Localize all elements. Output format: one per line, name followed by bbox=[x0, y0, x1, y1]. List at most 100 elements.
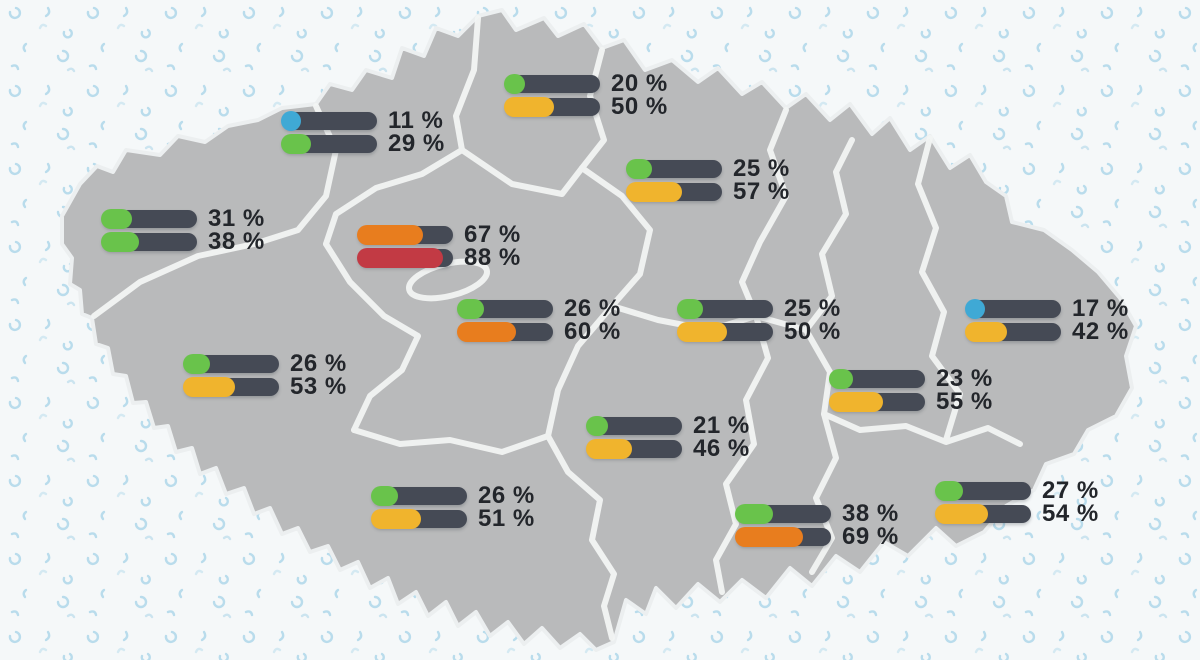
region-stat-group: 25 % 50 % bbox=[677, 295, 841, 346]
progress-fill bbox=[281, 134, 311, 154]
progress-bar bbox=[626, 159, 722, 179]
percent-label: 50 % bbox=[784, 318, 841, 345]
progress-fill bbox=[357, 225, 423, 245]
progress-bar bbox=[935, 481, 1031, 501]
progress-fill bbox=[457, 299, 484, 319]
percent-label: 26 % bbox=[290, 350, 347, 377]
percent-label: 51 % bbox=[478, 505, 535, 532]
progress-bar bbox=[677, 322, 773, 342]
percent-label: 25 % bbox=[733, 155, 790, 182]
progress-fill bbox=[965, 299, 985, 319]
stat-bar-row: 11 % bbox=[281, 109, 445, 133]
progress-bar bbox=[626, 182, 722, 202]
percent-label: 17 % bbox=[1072, 295, 1129, 322]
progress-fill bbox=[504, 74, 525, 94]
progress-fill bbox=[183, 377, 235, 397]
progress-fill bbox=[281, 111, 301, 131]
progress-fill bbox=[735, 504, 773, 524]
region-stat-group: 27 % 54 % bbox=[935, 477, 1099, 528]
progress-fill bbox=[586, 439, 632, 459]
stat-bar-row: 21 % bbox=[586, 414, 750, 438]
progress-bar bbox=[677, 299, 773, 319]
stat-bar-row: 69 % bbox=[735, 523, 899, 550]
percent-label: 88 % bbox=[464, 244, 521, 271]
progress-bar bbox=[829, 369, 925, 389]
percent-label: 20 % bbox=[611, 70, 668, 97]
progress-bar bbox=[457, 299, 553, 319]
region-stat-group: 26 % 53 % bbox=[183, 350, 347, 401]
progress-fill bbox=[677, 322, 727, 342]
stat-bar-row: 25 % bbox=[626, 155, 790, 182]
stat-bar-row: 25 % bbox=[677, 295, 841, 322]
progress-bar bbox=[183, 377, 279, 397]
region-stat-group: 31 % 38 % bbox=[101, 205, 265, 256]
progress-bar bbox=[504, 74, 600, 94]
region-stat-group: 17 % 42 % bbox=[965, 295, 1129, 346]
progress-bar bbox=[281, 134, 377, 154]
progress-fill bbox=[504, 97, 554, 117]
region-stat-group: 38 % 69 % bbox=[735, 502, 899, 551]
progress-fill bbox=[735, 527, 803, 547]
progress-bar bbox=[183, 354, 279, 374]
region-stat-group: 26 % 51 % bbox=[371, 482, 535, 533]
percent-label: 26 % bbox=[564, 295, 621, 322]
percent-label: 42 % bbox=[1072, 318, 1129, 345]
progress-bar bbox=[735, 527, 831, 547]
progress-fill bbox=[829, 392, 883, 412]
percent-label: 69 % bbox=[842, 523, 899, 550]
progress-fill bbox=[101, 232, 139, 252]
percent-label: 26 % bbox=[478, 482, 535, 509]
progress-bar bbox=[101, 209, 197, 229]
stat-bar-row: 55 % bbox=[829, 390, 993, 414]
progress-bar bbox=[457, 322, 553, 342]
stat-bar-row: 26 % bbox=[371, 482, 535, 509]
percent-label: 25 % bbox=[784, 295, 841, 322]
progress-fill bbox=[101, 209, 132, 229]
percent-label: 27 % bbox=[1042, 477, 1099, 504]
stat-bar-row: 60 % bbox=[457, 318, 621, 345]
progress-bar bbox=[829, 392, 925, 412]
percent-label: 31 % bbox=[208, 205, 265, 232]
stat-bar-row: 50 % bbox=[504, 95, 668, 119]
progress-bar bbox=[965, 322, 1061, 342]
stat-bar-row: 53 % bbox=[183, 373, 347, 400]
progress-fill bbox=[371, 486, 398, 506]
progress-fill bbox=[829, 369, 853, 389]
stat-bar-row: 46 % bbox=[586, 437, 750, 461]
progress-bar bbox=[371, 509, 467, 529]
stat-bar-row: 50 % bbox=[677, 318, 841, 345]
progress-bar bbox=[357, 225, 453, 245]
progress-fill bbox=[965, 322, 1007, 342]
progress-bar bbox=[935, 504, 1031, 524]
stat-bar-row: 54 % bbox=[935, 502, 1099, 526]
progress-bar bbox=[735, 504, 831, 524]
region-stat-group: 67 % 88 % bbox=[357, 223, 521, 272]
progress-bar bbox=[281, 111, 377, 131]
stat-bar-row: 57 % bbox=[626, 178, 790, 205]
stat-bar-row: 29 % bbox=[281, 130, 445, 157]
percent-label: 53 % bbox=[290, 373, 347, 400]
stat-bar-row: 38 % bbox=[735, 502, 899, 526]
progress-fill bbox=[371, 509, 421, 529]
region-stat-group: 23 % 55 % bbox=[829, 367, 993, 416]
progress-bar bbox=[965, 299, 1061, 319]
region-stat-group: 11 % 29 % bbox=[281, 109, 445, 158]
progress-fill bbox=[626, 182, 682, 202]
percent-label: 60 % bbox=[564, 318, 621, 345]
region-stat-group: 25 % 57 % bbox=[626, 155, 790, 206]
progress-fill bbox=[183, 354, 210, 374]
progress-fill bbox=[935, 504, 988, 524]
progress-fill bbox=[586, 416, 608, 436]
percent-label: 57 % bbox=[733, 178, 790, 205]
progress-fill bbox=[626, 159, 652, 179]
percent-label: 29 % bbox=[388, 130, 445, 157]
stat-bar-row: 31 % bbox=[101, 205, 265, 232]
stat-bar-row: 17 % bbox=[965, 295, 1129, 322]
percent-label: 38 % bbox=[208, 228, 265, 255]
region-stat-group: 21 % 46 % bbox=[586, 414, 750, 463]
progress-fill bbox=[457, 322, 516, 342]
progress-bar bbox=[586, 416, 682, 436]
stat-bar-row: 27 % bbox=[935, 477, 1099, 504]
progress-bar bbox=[101, 232, 197, 252]
